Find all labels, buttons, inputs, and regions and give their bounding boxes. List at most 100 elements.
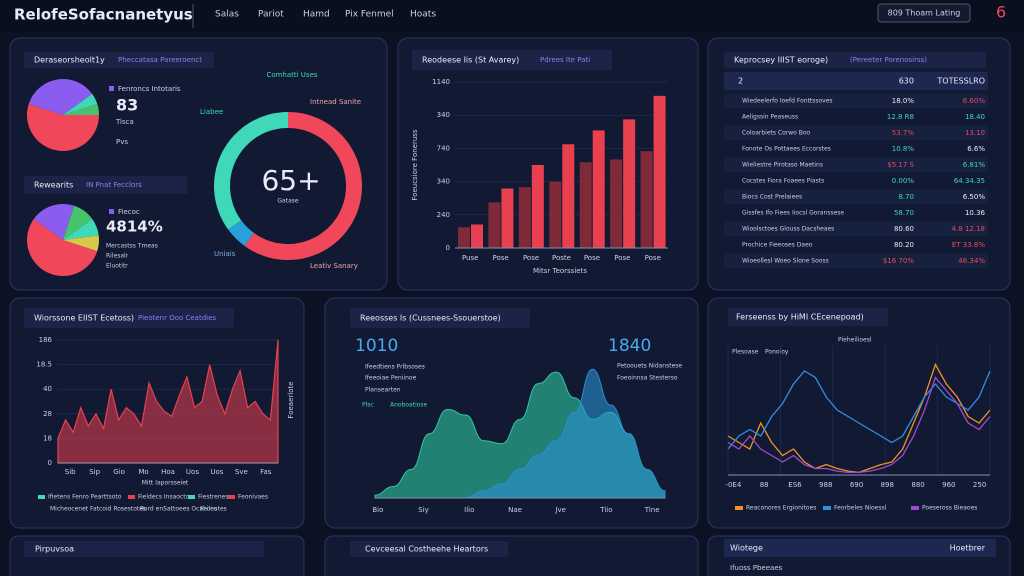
cell: 8.70 [898,193,914,201]
bar [471,224,483,248]
legend-swatch [128,495,135,499]
bar [501,188,514,248]
x-tick-label: ES6 [788,481,802,489]
header-button[interactable] [877,3,971,23]
nav-item[interactable]: Pix Fenmel [345,10,394,20]
panel-subtitle: Pheccatasa Pareeroenct [118,56,202,64]
bar [518,187,531,248]
panel-title: Pirpuvsoa [35,545,74,554]
pie-slice [63,93,98,115]
note: Ifeeoiae Peniinoe [365,375,417,382]
x-tick-label: 88 [760,481,769,489]
note: Pieheilioesl [838,337,872,344]
nav-item[interactable]: Salas [215,10,239,20]
table-row [724,158,988,172]
table-row [724,254,988,268]
x-tick-label: 690 [850,481,863,489]
legend-swatch [823,506,831,510]
pie-slice [28,79,93,115]
note: Plesoase [732,349,759,356]
cell: 58.70 [894,209,914,217]
y-tick-label: 340 [437,178,450,186]
nav-item[interactable]: Pariot [258,10,284,20]
y-tick-label: 0 [48,459,52,467]
panel-title: Keprocsey IIIST eoroge) [734,56,828,65]
panel-header [724,52,986,68]
kpi-value: 83 [116,96,138,115]
line [727,370,991,450]
x-tick-label: Pose [614,254,630,262]
pie-slice [27,103,100,151]
note: Plansearten [365,387,401,394]
legend-label: Feonivaes [238,494,268,501]
y-tick-label: 740 [437,144,450,152]
x-tick-label: Tiio [599,506,612,514]
app-title: RelofeSofacnanetyus [14,6,193,24]
panel [397,37,699,291]
note: Eluotitr [106,263,128,270]
x-tick-label: Puse [462,254,479,262]
nav-item[interactable]: Hoats [410,10,436,20]
cell: 4.8 12.18 [952,225,985,233]
y-tick-label: 18 [43,434,52,442]
donut-label: Leativ Sanary [310,262,358,270]
table-row [724,190,988,204]
legend-label: Reaconores Ergionitoes [746,505,816,512]
bar [488,202,501,248]
x-tick-label: Uos [210,468,223,476]
cell: 10.36 [965,209,986,217]
x-tick-label: Ilio [464,506,474,514]
cell: 0.00% [892,177,915,185]
legend-label: Fiestrenes [198,494,229,501]
legend-swatch [109,86,114,91]
pie-slice [33,203,75,240]
cell: 13.10 [965,129,985,137]
x-tick-label: Gio [113,468,125,476]
legend-label: Fenroncs Intotaris [118,85,181,93]
y-tick-label: 1140 [432,78,450,86]
axis-title: Mitsr Teorssiets [533,267,587,275]
donut-label: Comhatti Uses [266,71,317,79]
cell: 6.81% [963,161,986,169]
y-tick-label: 18.5 [36,361,52,369]
bar [562,144,575,248]
nav-item[interactable]: Hamd [303,10,330,20]
panel-header [350,541,508,557]
panel-subtitle: (Pereeter Porenosirss) [850,56,927,64]
table-row [724,126,988,140]
x-tick-label: Pose [493,254,509,262]
x-tick-label: Sib [65,468,76,476]
axis-title: Mitt Iaporsseiet [142,480,189,487]
column-header: TOTESSLRO [936,77,985,86]
cell: Aeligssin Peaseuss [742,114,798,121]
x-tick-label: Sip [89,468,100,476]
header-button-label[interactable]: 809 Thoam Lating [888,9,961,18]
cell: 80.60 [894,225,914,233]
cell: Wioolsctoes Glouss Dacsheaes [742,226,834,233]
panel-header [412,50,612,70]
column-header: 630 [899,77,914,86]
cell: Wiedeelerfo Ioefd Fonttssoves [742,98,833,105]
column-header: 2 [738,77,743,86]
note: Anoboatiose [390,402,428,409]
panel-header [24,541,264,557]
header-icon[interactable]: 6 [996,3,1006,22]
table-header [724,72,988,90]
cell: $5.17 S [887,161,914,169]
pie-slice [63,103,99,115]
x-tick-label: 250 [973,481,986,489]
legend-note: Rord enSattoees Ocabiles [140,506,217,513]
cell: Gissfes Ifo Fiees Iiocsl Goranssese [742,210,844,217]
panel [9,37,388,291]
panel-title: Rewearits [34,181,73,190]
table-row [724,94,988,108]
legend-note: Micheocenet Fatcoid Rosestotes [50,506,146,513]
note: Pvs [116,138,128,146]
bar [623,119,636,248]
cell: Cocstes Fiora Foaees Piasts [742,178,824,185]
cell: $16 70% [883,257,914,265]
x-tick-label: Pose [523,254,539,262]
legend-label: Feorbeles Nioessl [834,505,887,512]
pie-slice [63,205,93,240]
